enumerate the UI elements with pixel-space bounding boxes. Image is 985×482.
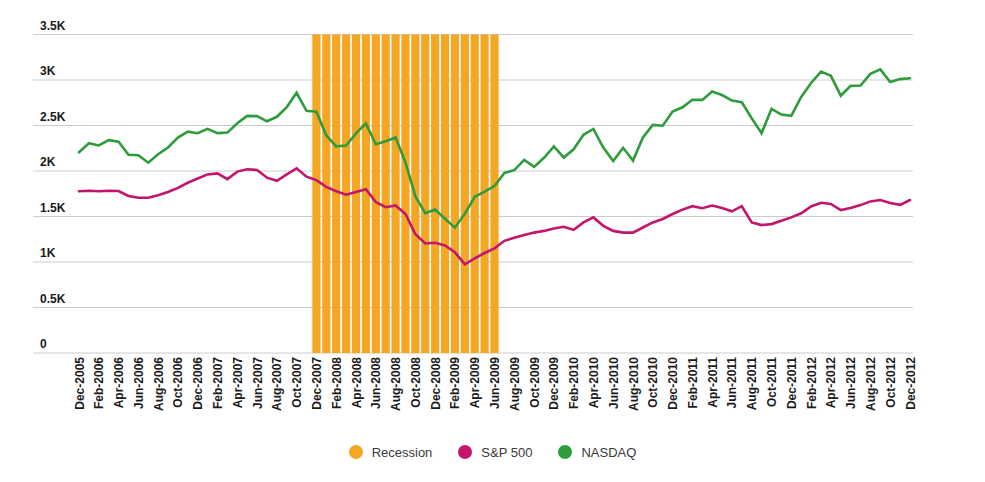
x-axis-tick-label: Dec-2010: [666, 357, 680, 410]
x-axis-tick-label: Aug-2011: [745, 357, 759, 411]
recession-bar: [322, 35, 330, 354]
recession-bar: [431, 35, 439, 354]
x-axis-tick-label: Apr-2008: [350, 357, 364, 409]
y-axis-tick-label: 3.5K: [40, 19, 66, 33]
x-axis-tick-label: Aug-2010: [627, 357, 641, 411]
legend-item-nasdaq[interactable]: NASDAQ: [558, 445, 636, 460]
recession-bar: [332, 35, 340, 354]
x-axis-tick-label: Apr-2006: [112, 357, 126, 409]
legend-label-recession: Recession: [372, 445, 433, 460]
x-axis-tick-label: Jun-2012: [844, 357, 858, 409]
x-axis-tick-label: Oct-2008: [409, 357, 423, 408]
x-axis-tick-label: Feb-2006: [92, 357, 106, 409]
recession-swatch-icon: [349, 445, 363, 459]
x-axis-tick-label: Apr-2007: [231, 357, 245, 409]
recession-bar: [391, 35, 399, 354]
x-axis-tick-label: Feb-2010: [567, 357, 581, 409]
recession-bar: [372, 35, 380, 354]
x-axis-tick-label: Aug-2007: [270, 357, 284, 411]
x-axis-tick-label: Oct-2006: [171, 357, 185, 408]
y-axis-tick-label: 3K: [40, 64, 56, 78]
x-axis-tick-label: Dec-2012: [904, 357, 918, 410]
x-axis-tick-label: Dec-2007: [310, 357, 324, 410]
x-axis-tick-label: Jun-2006: [132, 357, 146, 409]
x-axis-tick-label: Dec-2008: [429, 357, 443, 410]
y-axis-tick-label: 0.5K: [40, 292, 66, 306]
y-axis-tick-label: 2.5K: [40, 110, 66, 124]
x-axis-tick-label: Feb-2012: [805, 357, 819, 409]
y-axis-tick-label: 2K: [40, 155, 56, 169]
recession-bar: [461, 35, 469, 354]
x-axis-tick-label: Jun-2010: [607, 357, 621, 409]
recession-bar: [441, 35, 449, 354]
x-axis-tick-label: Aug-2012: [864, 357, 878, 411]
stock-index-chart: 0 0.5K 1K 1.5K 2K 2.5K 3K 3.5K Dec-2005 Feb-2006 A…: [0, 0, 985, 482]
x-axis-tick-label: Feb-2011: [686, 357, 700, 409]
x-axis-tick-label: Dec-2011: [785, 357, 799, 409]
x-axis-tick-label: Aug-2006: [152, 357, 166, 411]
y-axis-tick-label: 1.5K: [40, 201, 66, 215]
x-axis-tick-label: Apr-2010: [587, 357, 601, 409]
nasdaq-swatch-icon: [558, 445, 572, 459]
recession-bar: [421, 35, 429, 354]
x-axis-tick-label: Jun-2011: [725, 357, 739, 409]
x-axis-tick-label: Dec-2009: [547, 357, 561, 410]
x-axis-tick-label: Oct-2010: [646, 357, 660, 408]
x-axis-tick-label: Dec-2006: [191, 357, 205, 410]
y-axis-tick-label: 0: [40, 337, 47, 351]
x-axis-tick-label: Apr-2011: [706, 357, 720, 408]
legend-item-recession[interactable]: Recession: [349, 445, 433, 460]
x-axis-tick-label: Jun-2008: [369, 357, 383, 409]
y-axis-tick-label: 1K: [40, 246, 56, 260]
x-axis-tick-label: Jun-2009: [488, 357, 502, 409]
chart-legend: Recession S&P 500 NASDAQ: [0, 442, 985, 462]
x-axis-tick-label: Feb-2008: [330, 357, 344, 409]
x-axis-tick-label: Apr-2009: [468, 357, 482, 409]
x-axis-tick-label: Oct-2011: [765, 357, 779, 407]
legend-label-nasdaq: NASDAQ: [581, 445, 636, 460]
x-axis-tick-label: Oct-2009: [528, 357, 542, 408]
x-axis-tick-label: Jun-2007: [251, 357, 265, 409]
recession-bar: [471, 35, 479, 354]
legend-item-sp500[interactable]: S&P 500: [458, 445, 532, 460]
x-axis-tick-label: Oct-2012: [884, 357, 898, 408]
x-axis-tick-label: Dec-2005: [73, 357, 87, 410]
recession-bar: [312, 35, 320, 354]
recession-bar: [451, 35, 459, 354]
x-axis-tick-label: Feb-2007: [211, 357, 225, 409]
x-axis-tick-label: Oct-2007: [290, 357, 304, 408]
x-axis-tick-label: Aug-2008: [389, 357, 403, 411]
legend-label-sp500: S&P 500: [481, 445, 532, 460]
sp500-swatch-icon: [458, 445, 472, 459]
x-axis-tick-label: Aug-2009: [508, 357, 522, 411]
line-chart-canvas: 0 0.5K 1K 1.5K 2K 2.5K 3K 3.5K Dec-2005 Feb-2006 A…: [0, 0, 985, 482]
recession-bar: [382, 35, 390, 354]
x-axis-tick-label: Feb-2009: [448, 357, 462, 409]
recession-bar: [401, 35, 409, 354]
x-axis-tick-label: Apr-2012: [824, 357, 838, 409]
recession-bar: [490, 35, 498, 354]
